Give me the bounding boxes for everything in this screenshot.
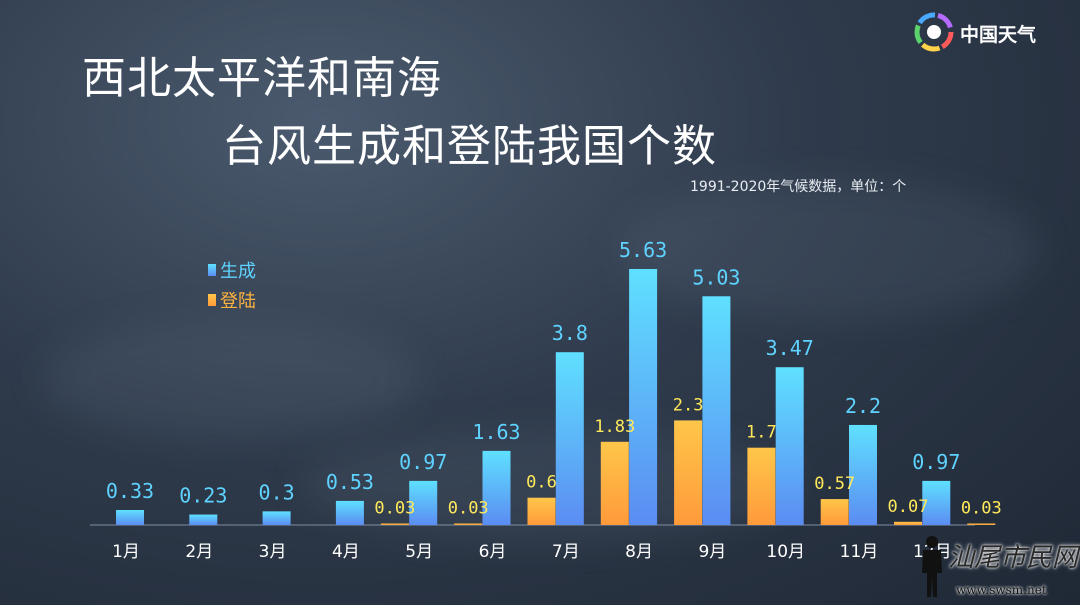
data-label-landed-5: 0.03: [448, 499, 489, 519]
watermark-text: 汕尾市民网: [948, 543, 1079, 573]
bar-generated-2: [189, 514, 218, 525]
x-tick-label-8: 8月: [625, 542, 653, 562]
x-tick-label-2: 2月: [185, 542, 213, 562]
data-label-landed-8: 2.3: [673, 395, 704, 415]
legend-label-landed: 登陆: [220, 291, 256, 312]
chart-subtitle: 1991-2020年气候数据，单位：个: [690, 179, 907, 195]
data-label-generated-9: 5.03: [692, 265, 740, 289]
data-label-generated-1: 0.33: [106, 479, 154, 503]
brand-logo: 中国天气: [912, 10, 1062, 56]
data-label-generated-6: 1.63: [472, 420, 520, 444]
watermark-url: www.swsm.net: [956, 583, 1047, 597]
data-label-landed-11: 0.07: [888, 497, 929, 517]
bar-landed-10: [820, 499, 849, 525]
chart-legend: 生成 登陆: [208, 261, 256, 312]
bar-generated-4: [335, 500, 364, 525]
person-silhouette-icon: [922, 536, 942, 597]
x-tick-label-7: 7月: [552, 542, 580, 562]
bar-landed-12: [967, 523, 996, 525]
data-label-generated-4: 0.53: [326, 470, 374, 494]
bar-generated-9: [702, 296, 731, 525]
bar-landed-5: [454, 523, 483, 525]
bar-generated-5: [409, 480, 438, 525]
x-tick-label-5: 5月: [405, 542, 433, 562]
cloud-decoration: [620, 180, 1040, 320]
data-label-generated-7: 3.8: [552, 321, 588, 345]
data-label-generated-11: 2.2: [845, 394, 881, 418]
chart-title-line1: 西北太平洋和南海: [82, 53, 442, 104]
bar-generated-7: [555, 352, 584, 525]
chart-title-line2: 台风生成和登陆我国个数: [222, 121, 717, 172]
bar-generated-10: [775, 367, 804, 525]
x-tick-label-6: 6月: [479, 542, 507, 562]
bar-generated-3: [262, 511, 291, 525]
data-label-landed-10: 0.57: [814, 474, 855, 494]
cloud-decoration: [40, 320, 420, 440]
data-label-generated-3: 0.3: [259, 480, 295, 504]
bar-generated-11: [849, 424, 877, 525]
x-tick-label-11: 11月: [840, 542, 879, 562]
watermark: 汕尾市民网 www.swsm.net: [918, 535, 1078, 601]
data-label-generated-12: 0.97: [912, 450, 960, 474]
legend-label-generated: 生成: [220, 261, 256, 282]
brand-name: 中国天气: [960, 24, 1037, 46]
bar-generated-6: [482, 450, 511, 525]
x-tick-label-9: 9月: [698, 542, 726, 562]
data-label-landed-12: 0.03: [961, 499, 1002, 519]
bar-generated-1: [116, 509, 144, 525]
data-label-generated-8: 5.63: [619, 238, 667, 262]
x-tick-label-1: 1月: [112, 542, 140, 562]
data-label-generated-2: 0.23: [179, 484, 227, 508]
bar-landed-11: [894, 521, 922, 525]
bar-generated-8: [629, 269, 658, 525]
data-label-generated-5: 0.97: [399, 450, 447, 474]
legend-swatch-generated: [208, 264, 216, 276]
data-label-landed-7: 1.83: [594, 417, 635, 437]
bar-landed-4: [380, 523, 409, 525]
data-label-landed-9: 1.7: [746, 423, 777, 443]
data-label-landed-6: 0.6: [526, 473, 557, 493]
data-label-landed-4: 0.03: [374, 499, 415, 519]
bar-landed-8: [674, 420, 703, 525]
bar-landed-6: [527, 497, 556, 525]
bar-generated-12: [922, 480, 951, 525]
legend-swatch-landed: [208, 294, 216, 306]
bar-landed-7: [600, 441, 629, 525]
x-tick-label-10: 10月: [766, 542, 805, 562]
x-tick-label-4: 4月: [332, 542, 360, 562]
data-label-generated-10: 3.47: [766, 336, 814, 360]
x-tick-label-3: 3月: [259, 542, 287, 562]
bar-landed-9: [747, 447, 776, 525]
brand-swirl-icon: [914, 12, 954, 52]
